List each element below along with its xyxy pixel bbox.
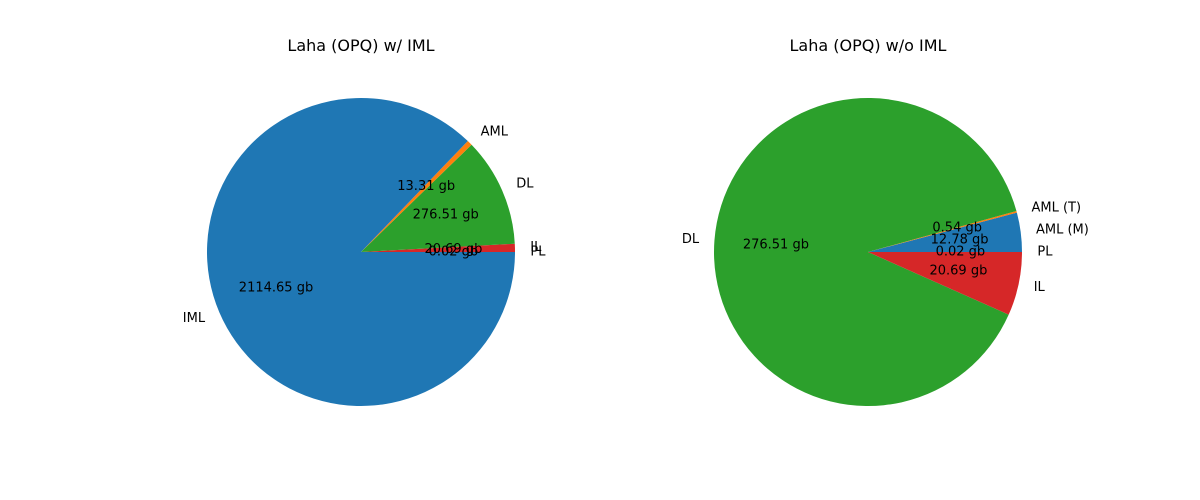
pie-slice-il bbox=[868, 252, 1022, 315]
pie-slice-aml-t bbox=[868, 211, 1017, 252]
slice-label-dl: DL bbox=[682, 232, 700, 247]
slice-label-dl: DL bbox=[516, 177, 534, 192]
slice-value-dl: 276.51 gb bbox=[743, 238, 809, 253]
slice-value-pl: 0.02 gb bbox=[429, 245, 479, 260]
pie-slices-without-iml bbox=[714, 98, 1022, 407]
pie-chart-with-iml: Laha (OPQ) w/ IML PL 0.02 gb IL 20.69 gb DL 2… bbox=[183, 36, 546, 406]
chart-title-without-iml: Laha (OPQ) w/o IML bbox=[790, 36, 947, 55]
slice-value-il: 20.69 gb bbox=[424, 242, 482, 257]
slice-value-il: 20.69 gb bbox=[929, 264, 987, 279]
slice-label-il: IL bbox=[1034, 280, 1046, 295]
pie-slices-with-iml bbox=[206, 97, 515, 406]
chart-title-with-iml: Laha (OPQ) w/ IML bbox=[287, 36, 434, 55]
pie-slice-aml bbox=[361, 141, 472, 252]
slice-label-pl: PL bbox=[1037, 245, 1053, 260]
slice-value-aml-t: 0.54 gb bbox=[932, 220, 982, 235]
pie-slice-aml-m bbox=[868, 212, 1022, 252]
pie-slice-dl bbox=[714, 98, 1017, 407]
pie-labels-with-iml: PL 0.02 gb IL 20.69 gb DL 276.51 gb AML 13.31 g… bbox=[183, 125, 546, 326]
slice-label-il: IL bbox=[530, 240, 542, 255]
slice-value-aml: 13.31 gb bbox=[397, 179, 455, 194]
pie-slice-iml bbox=[206, 97, 515, 406]
slice-label-aml-t: AML (T) bbox=[1032, 200, 1082, 215]
slice-value-pl: 0.02 gb bbox=[936, 245, 986, 260]
slice-value-iml: 2114.65 gb bbox=[239, 281, 313, 296]
pie-slice-il bbox=[361, 243, 515, 252]
pie-chart-without-iml: Laha (OPQ) w/o IML AML (M) 12.78 gb AML (T… bbox=[682, 36, 1089, 407]
slice-label-aml-m: AML (M) bbox=[1036, 223, 1089, 238]
slice-value-aml-m: 12.78 gb bbox=[931, 233, 989, 248]
pie-labels-without-iml: AML (M) 12.78 gb AML (T) 0.54 gb DL 276.51 gb… bbox=[682, 200, 1089, 294]
pie-slice-dl bbox=[361, 144, 515, 252]
slice-value-dl: 276.51 gb bbox=[413, 208, 479, 223]
slice-label-iml: IML bbox=[183, 311, 206, 326]
slice-label-pl: PL bbox=[530, 245, 546, 260]
slice-label-aml: AML bbox=[481, 125, 509, 140]
